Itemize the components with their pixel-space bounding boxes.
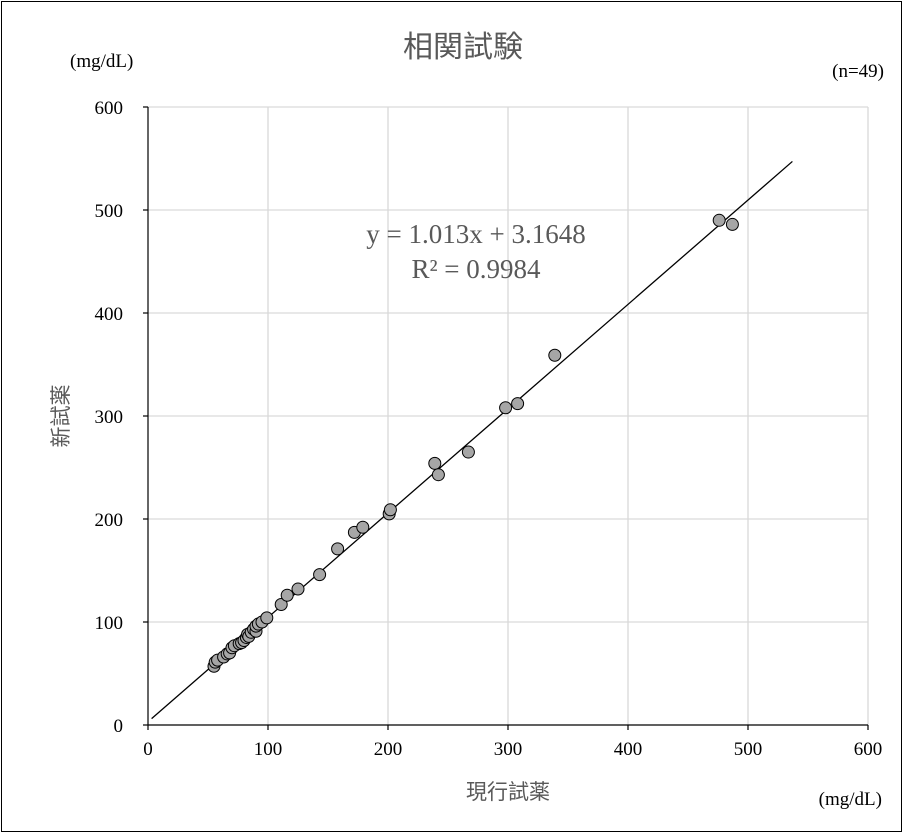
data-point-31 xyxy=(431,468,445,482)
tick-labels: 0 100 200 300 400 500 600 0 100 200 300 400 500 600 xyxy=(95,98,883,760)
data-point-32 xyxy=(461,445,475,459)
data-point-29 xyxy=(383,503,397,517)
x-tick-label-600: 600 xyxy=(854,739,883,760)
data-point-21 xyxy=(274,597,288,611)
chart-title: 相関試験 xyxy=(403,31,523,64)
data-point-37 xyxy=(725,217,739,231)
y-unit-label: (mg/dL) xyxy=(70,51,133,72)
data-point-23 xyxy=(291,582,305,596)
data-point-35 xyxy=(548,348,562,362)
data-point-33 xyxy=(499,401,513,415)
data-point-22 xyxy=(280,588,294,602)
x-axis-label: 現行試薬 xyxy=(466,780,550,804)
y-tick-label-0: 0 xyxy=(114,716,124,737)
data-point-20 xyxy=(260,611,274,625)
data-point-25 xyxy=(331,542,345,556)
data-point-36 xyxy=(712,213,726,227)
y-tick-label-400: 400 xyxy=(95,304,124,325)
x-tick-label-0: 0 xyxy=(143,739,153,760)
y-tick-label-600: 600 xyxy=(95,98,124,119)
data-point-27 xyxy=(356,520,370,534)
x-tick-label-300: 300 xyxy=(494,739,523,760)
data-point-30 xyxy=(428,456,442,470)
y-tick-label-500: 500 xyxy=(95,201,124,222)
x-tick-label-500: 500 xyxy=(734,739,763,760)
x-tick-label-100: 100 xyxy=(254,739,283,760)
x-unit-label: (mg/dL) xyxy=(819,789,882,810)
data-point-24 xyxy=(313,568,327,582)
y-tick-label-200: 200 xyxy=(95,510,124,531)
data-point-34 xyxy=(511,397,525,411)
x-tick-label-400: 400 xyxy=(614,739,643,760)
x-tick-label-200: 200 xyxy=(374,739,403,760)
data-points xyxy=(207,213,739,673)
trend-equation: y = 1.013x + 3.1648 xyxy=(366,219,585,249)
y-tick-label-300: 300 xyxy=(95,407,124,428)
n-count-label: (n=49) xyxy=(832,61,884,82)
y-tick-label-100: 100 xyxy=(95,613,124,634)
r-squared-label: R² = 0.9984 xyxy=(411,254,541,284)
axes xyxy=(143,106,869,730)
y-axis-label: 新試薬 xyxy=(49,385,73,448)
